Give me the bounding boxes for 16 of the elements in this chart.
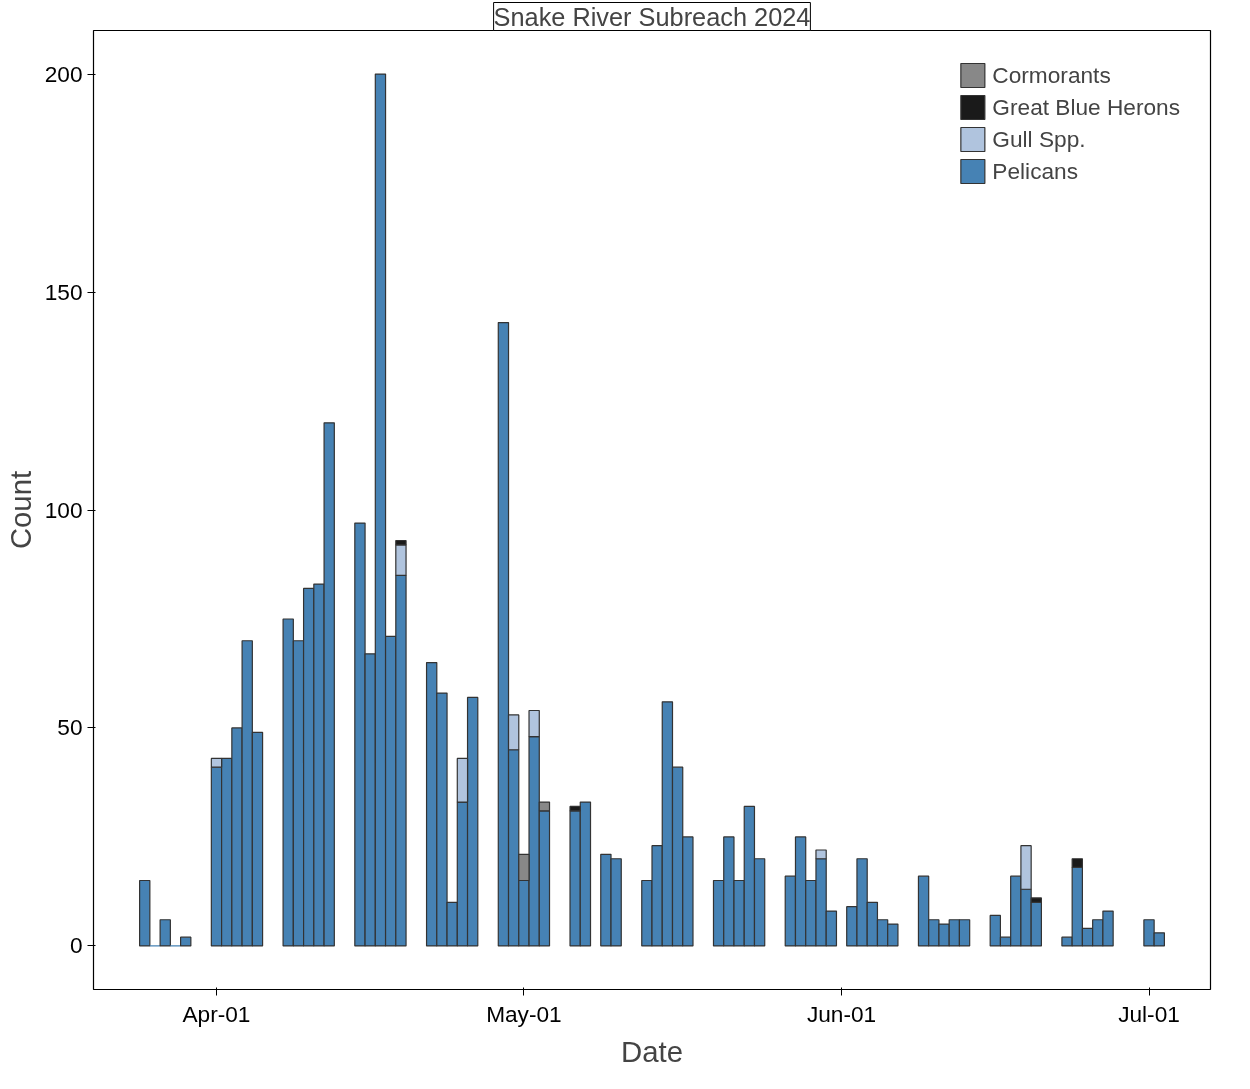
chart-title: Snake River Subreach 2024 (493, 2, 811, 31)
y-axis-title: Count (3, 470, 37, 550)
y-tick-label: 150 (44, 278, 83, 305)
x-tick-label: Jul-01 (1118, 1000, 1180, 1027)
legend-label: Gull Spp. (992, 125, 1086, 153)
x-tick-label: May-01 (486, 1000, 562, 1027)
y-tick-label: 0 (69, 932, 83, 959)
y-tick-label: 50 (57, 714, 83, 741)
y-tick-label: 200 (44, 60, 83, 87)
x-axis-title: Date (621, 1034, 683, 1068)
x-tick-label: Apr-01 (182, 1000, 251, 1027)
legend-label: Cormorants (992, 61, 1111, 89)
legend-label: Pelicans (992, 157, 1078, 185)
x-tick-label: Jun-01 (806, 1000, 877, 1027)
legend-label: Great Blue Herons (992, 93, 1180, 121)
y-tick-label: 100 (44, 496, 83, 523)
